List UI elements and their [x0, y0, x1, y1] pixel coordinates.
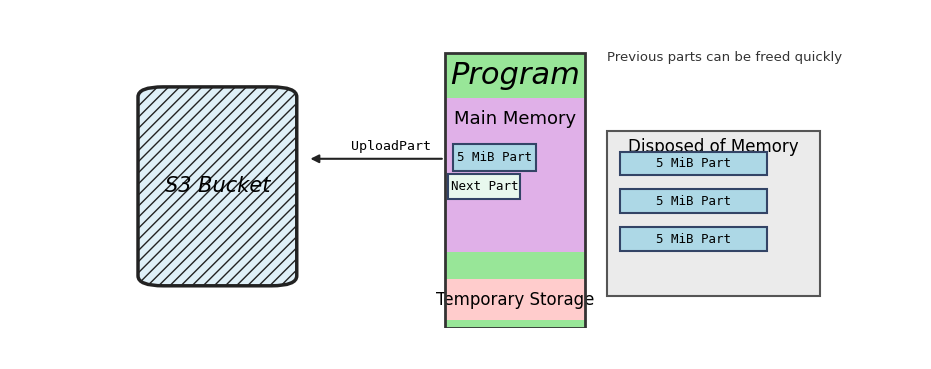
Text: 5 MiB Part: 5 MiB Part: [655, 195, 731, 208]
Text: Temporary Storage: Temporary Storage: [436, 291, 594, 309]
Text: Main Memory: Main Memory: [454, 110, 576, 128]
Bar: [449, 173, 520, 199]
Bar: [445, 279, 586, 321]
Bar: [445, 320, 586, 328]
Text: 5 MiB Part: 5 MiB Part: [457, 151, 533, 164]
Bar: [620, 152, 766, 175]
Bar: [445, 98, 586, 252]
Bar: [445, 53, 586, 328]
Bar: [453, 144, 536, 171]
Text: UploadPart: UploadPart: [351, 139, 430, 152]
Bar: [607, 131, 820, 296]
Text: Program: Program: [450, 61, 580, 90]
Text: S3 Bucket: S3 Bucket: [165, 176, 270, 196]
Bar: [620, 227, 766, 251]
Text: 5 MiB Part: 5 MiB Part: [655, 233, 731, 246]
Text: Previous parts can be freed quickly: Previous parts can be freed quickly: [607, 51, 843, 64]
Bar: [620, 189, 766, 213]
Text: Next Part: Next Part: [451, 180, 519, 193]
Bar: [445, 53, 586, 98]
FancyBboxPatch shape: [138, 87, 297, 286]
Text: Disposed of Memory: Disposed of Memory: [628, 138, 799, 156]
Text: 5 MiB Part: 5 MiB Part: [655, 157, 731, 170]
Bar: [445, 252, 586, 279]
